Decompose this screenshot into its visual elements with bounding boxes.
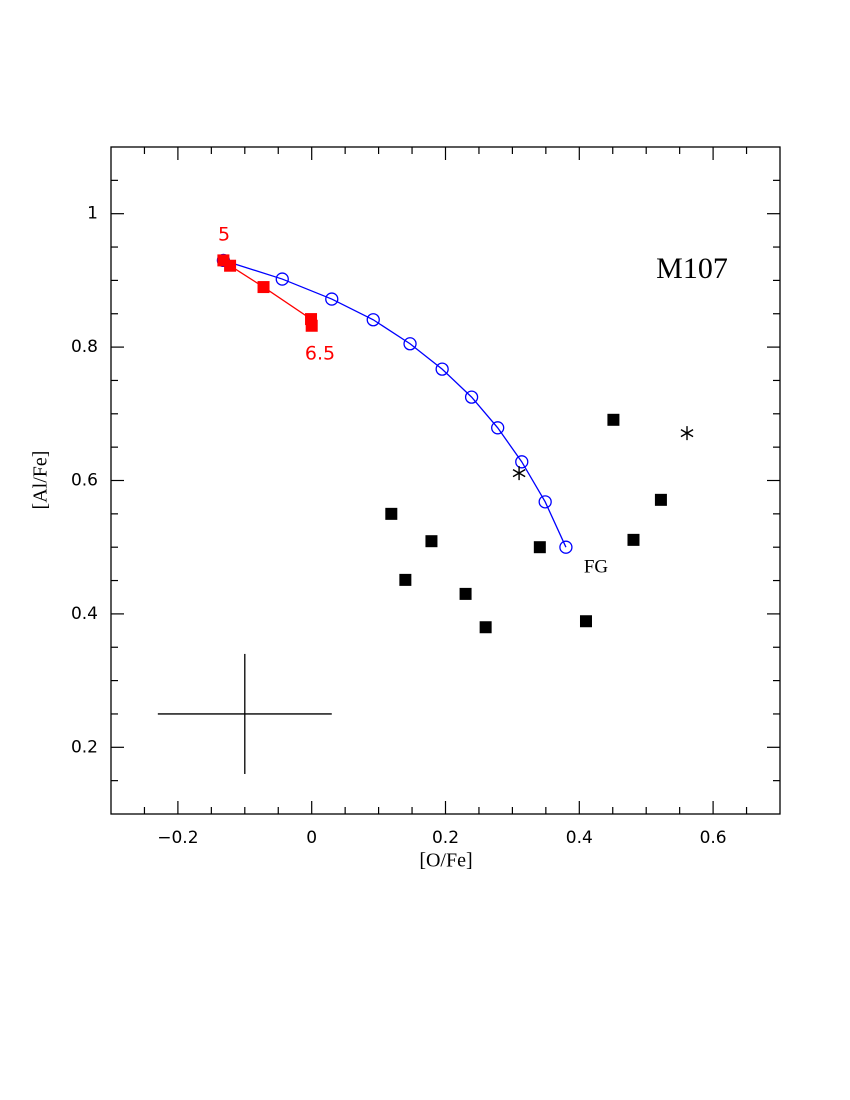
data-point: [515, 455, 529, 469]
data-point: [654, 493, 667, 506]
data-point: [627, 533, 640, 546]
data-point: [538, 495, 552, 509]
y-tick-label: 1: [87, 204, 98, 224]
x-tick-label: 0.6: [700, 828, 727, 848]
data-point: [559, 540, 573, 554]
data-point: [257, 281, 270, 294]
data-point: [491, 421, 505, 435]
annotation: 6.5: [305, 343, 335, 365]
data-point: [680, 426, 694, 441]
x-tick-label: 0.2: [432, 828, 459, 848]
data-point: [533, 541, 546, 554]
y-tick-label: 0.4: [71, 604, 98, 624]
data-point: [403, 337, 417, 351]
series-line: [222, 259, 313, 326]
annotation: FG: [584, 556, 609, 577]
data-point: [224, 259, 237, 272]
y-axis-label: [Al/Fe]: [30, 451, 52, 510]
data-point: [425, 535, 438, 548]
data-point: [479, 621, 492, 634]
data-point: [459, 587, 472, 600]
data-point: [435, 362, 449, 376]
y-tick-label: 0.8: [71, 337, 98, 357]
y-tick-label: 0.2: [71, 737, 98, 757]
data-point: [579, 615, 592, 628]
data-point: [399, 573, 412, 586]
y-tick-label: 0.6: [71, 471, 98, 491]
data-point: [607, 413, 620, 426]
x-tick-label: −0.2: [157, 828, 198, 848]
data-point: [464, 390, 479, 404]
x-tick-label: 0.4: [566, 828, 593, 848]
chart-title: M107: [656, 252, 728, 285]
x-axis-label: [O/Fe]: [419, 850, 472, 872]
x-tick-label: 0: [306, 828, 317, 848]
data-point: [366, 313, 380, 327]
data-point: [512, 466, 526, 481]
data-point: [385, 507, 398, 520]
series-line: [223, 259, 567, 548]
data-point: [325, 292, 339, 306]
annotation: 5: [218, 224, 230, 246]
data-point: [275, 272, 289, 286]
data-point: [305, 319, 318, 332]
